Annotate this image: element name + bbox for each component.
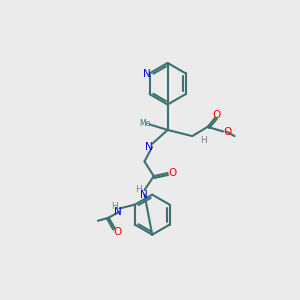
Text: N: N xyxy=(114,207,122,217)
Text: H: H xyxy=(135,185,142,194)
Text: Me: Me xyxy=(140,119,151,128)
Text: H: H xyxy=(112,202,118,211)
Text: N: N xyxy=(145,142,153,152)
Text: O: O xyxy=(113,226,121,237)
Text: O: O xyxy=(224,127,232,137)
Text: O: O xyxy=(168,168,176,178)
Text: N: N xyxy=(143,69,150,79)
Text: N: N xyxy=(140,190,148,200)
Text: O: O xyxy=(212,110,220,119)
Text: H: H xyxy=(200,136,206,145)
